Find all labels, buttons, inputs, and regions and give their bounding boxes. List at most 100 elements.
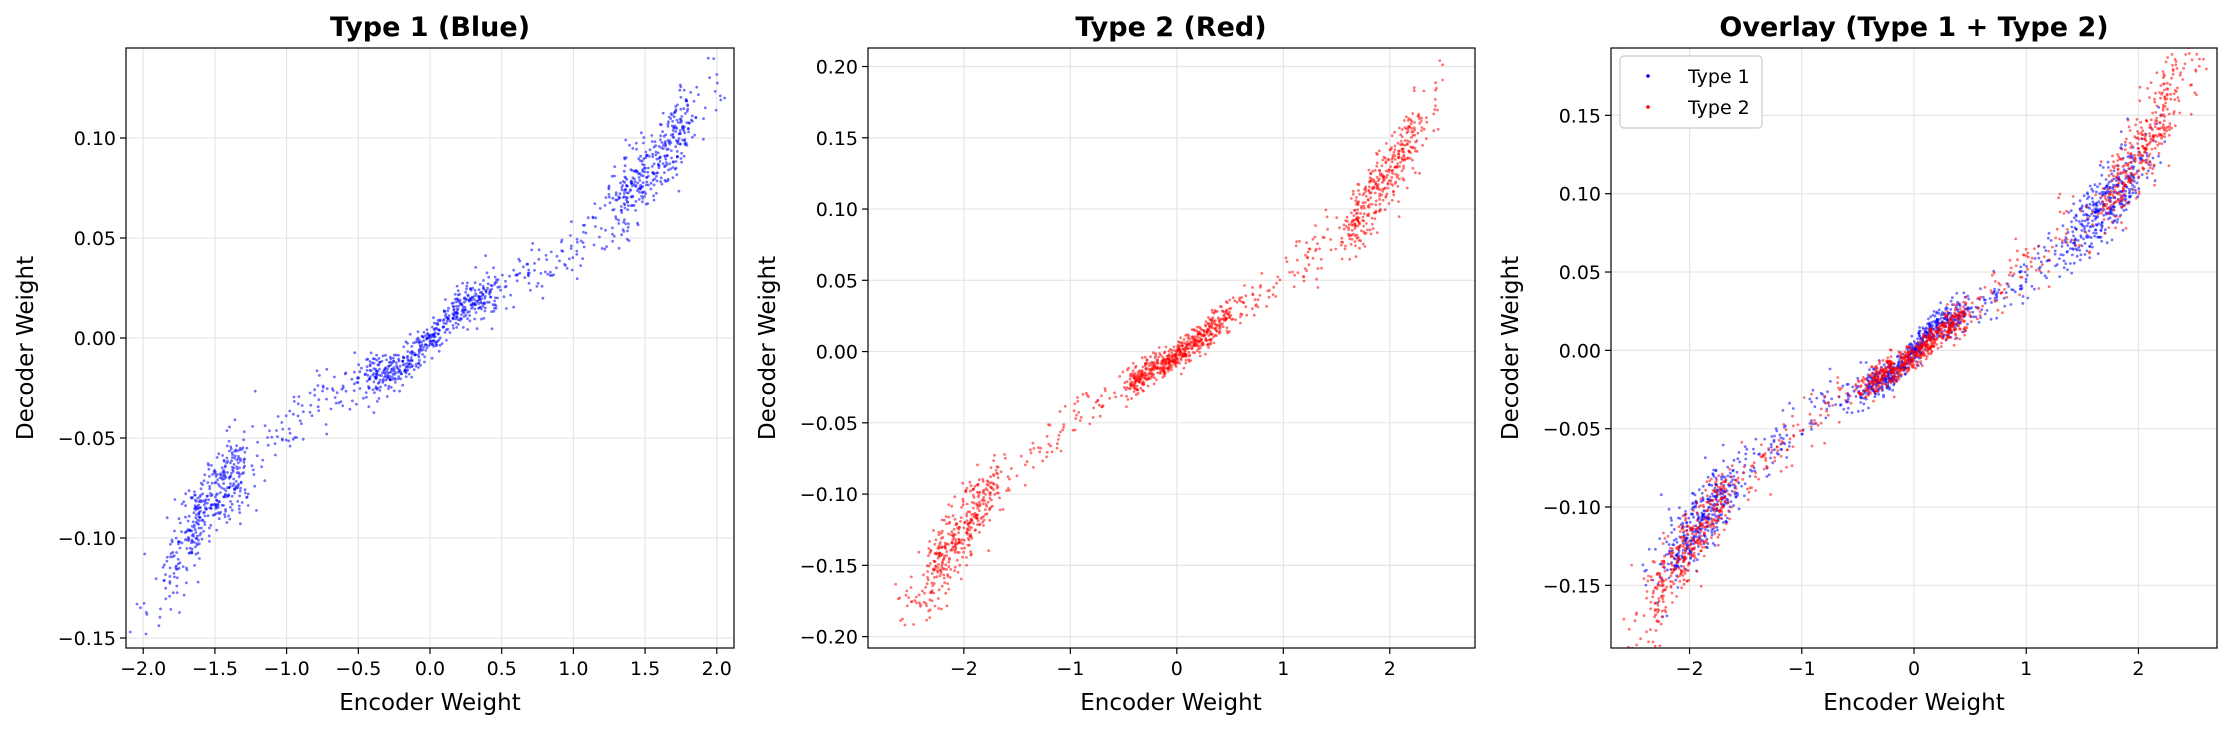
panel-2-point [1356,215,1359,219]
panel-2-point [927,564,931,568]
panel-1-point [674,166,678,170]
panel-1-point [243,450,247,454]
panel-1-point [369,351,373,355]
panel-1-point [344,371,348,375]
panel-1-point [200,526,203,530]
panel-2-point [1376,184,1379,188]
panel-1-point [526,262,530,266]
panel-2-point [1357,239,1361,242]
panel-2-point [1418,122,1421,125]
panel-3-point [2070,253,2074,257]
panel-1-point [664,157,668,161]
panel-2-point [945,550,949,554]
panel-1-point [607,195,611,199]
panel-2-point [966,532,970,536]
panel-1-point [197,512,201,515]
panel-3-point [2099,160,2103,164]
panel-2-point [1358,222,1362,226]
panel-1-point [669,141,673,144]
panel-1-point [412,368,416,372]
panel-1-point [516,273,520,276]
panel-3-point [1734,487,1738,490]
panel-2-point [1162,364,1166,367]
panel-3-point [1627,627,1631,631]
panel-2-point [1371,227,1375,230]
panel-3-point [2104,187,2107,190]
panel-1-point [175,584,179,588]
panel-1-point [659,138,662,142]
panel-1-point [169,542,172,546]
panel-2-point [942,576,946,580]
panel-1-point [458,300,461,304]
panel-2-point [945,554,949,557]
panel-1-point [430,356,434,360]
panel-2-point [1275,281,1278,285]
panel-1-point [193,564,197,567]
panel-1-point [177,517,181,521]
panel-3-point [2037,244,2041,248]
panel-1-point [318,374,321,377]
panel-2-point [1184,334,1188,337]
panel-3-point [2112,205,2116,209]
panel-2-point [1184,353,1188,357]
panel-3-point [1683,551,1687,555]
panel-3-point [2111,187,2115,191]
panel-1-point [679,132,682,136]
panel-3-point [2054,264,2057,268]
panel-3-point [2025,265,2028,268]
panel-2-point [1386,181,1390,185]
panel-3-point [1695,570,1699,573]
panel-1-point [234,448,238,452]
panel-2-point [1032,447,1036,450]
panel-1-point [632,204,636,207]
panel-3-point [2071,230,2075,234]
panel-2-point [1103,389,1107,393]
panel-1-point [394,378,397,381]
panel-3-point [1700,491,1704,495]
panel-1-point [367,405,371,409]
panel-1-point [397,353,400,357]
panel-2-point [1302,279,1306,283]
panel-2-point [1356,218,1360,222]
panel-1-point [604,196,608,199]
panel-1-point [388,375,391,378]
panel-1-point [692,99,696,103]
panel-3-point [2013,290,2017,294]
panel-2-point [1369,232,1373,236]
panel-1-point [208,540,211,543]
panel-1-point [694,116,698,119]
panel-1-point [372,380,376,384]
panel-1-point [173,575,176,579]
panel-3-point [1916,337,1919,341]
panel-1-point [693,133,696,137]
panel-1-xtick-label-4: 0.0 [415,658,445,680]
panel-2-point [1386,158,1390,161]
panel-2-point [1366,228,1369,232]
panel-3-point [1691,502,1694,505]
panel-2-point [1402,167,1405,170]
panel-2-point [1410,136,1413,139]
panel-2-point [1400,169,1404,173]
panel-3-point [2078,258,2082,262]
panel-2-point [1228,298,1232,302]
panel-3-point [2081,219,2084,223]
panel-1-point [632,183,636,187]
panel-1-point [667,120,670,124]
panel-3-point [2055,227,2059,231]
panel-1-point [316,384,320,387]
panel-3-point [1785,456,1789,459]
panel-2-point [972,522,975,525]
panel-2-point [1213,319,1217,323]
panel-1-point [225,429,229,432]
panel-2-point [1198,339,1202,343]
panel-2-point [1350,228,1354,232]
panel-2-point [1108,397,1111,400]
panel-2-point [1085,393,1089,397]
panel-1-point [252,473,256,476]
panel-1-point [680,160,683,164]
panel-2-point [1358,246,1361,250]
panel-3-point [2011,274,2014,278]
panel-3-point [1678,506,1681,510]
panel-2-frame [867,47,1476,649]
panel-3-point [2039,260,2043,264]
